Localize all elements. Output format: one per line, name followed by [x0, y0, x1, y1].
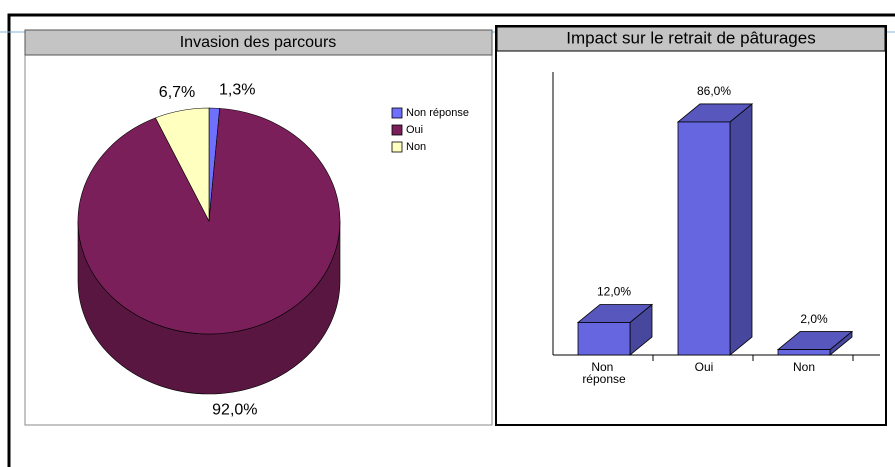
- frame: [7, 13, 895, 467]
- legend-swatch: [391, 124, 403, 136]
- data-label: 86,0%: [697, 84, 731, 98]
- data-label: 1,3%: [219, 81, 255, 98]
- pie-slice: [77, 108, 341, 335]
- legend-label: Non réponse: [406, 107, 469, 119]
- data-label: 92,0%: [212, 401, 257, 418]
- bar-title-bar: [496, 26, 886, 52]
- legend-label: Non: [406, 141, 426, 153]
- bar-side: [729, 103, 753, 356]
- x-tick-label: Non: [793, 360, 815, 374]
- pie-chart: 1,3% 92,0% 6,7% Non réponse Oui Non: [77, 81, 469, 418]
- legend-label: Oui: [406, 124, 423, 136]
- x-tick-label: Oui: [695, 360, 714, 374]
- bar: [577, 322, 631, 356]
- data-label: 12,0%: [597, 285, 631, 299]
- bar-title: Impact sur le retrait de pâturages: [566, 28, 815, 47]
- bar: [777, 349, 831, 356]
- legend-swatch: [391, 107, 403, 119]
- bar: [677, 121, 731, 356]
- legend-swatch: [391, 141, 403, 153]
- x-tick-label: Non réponse: [582, 360, 626, 386]
- pie-title: Invasion des parcours: [180, 34, 337, 51]
- pie-slice: [155, 107, 210, 222]
- data-label: 6,7%: [159, 84, 195, 101]
- bar-chart: 12,0% Non réponse 86,0% Oui 2,0% Non: [552, 72, 880, 386]
- pie-title-bar: [24, 29, 493, 56]
- data-label: 2,0%: [800, 312, 828, 326]
